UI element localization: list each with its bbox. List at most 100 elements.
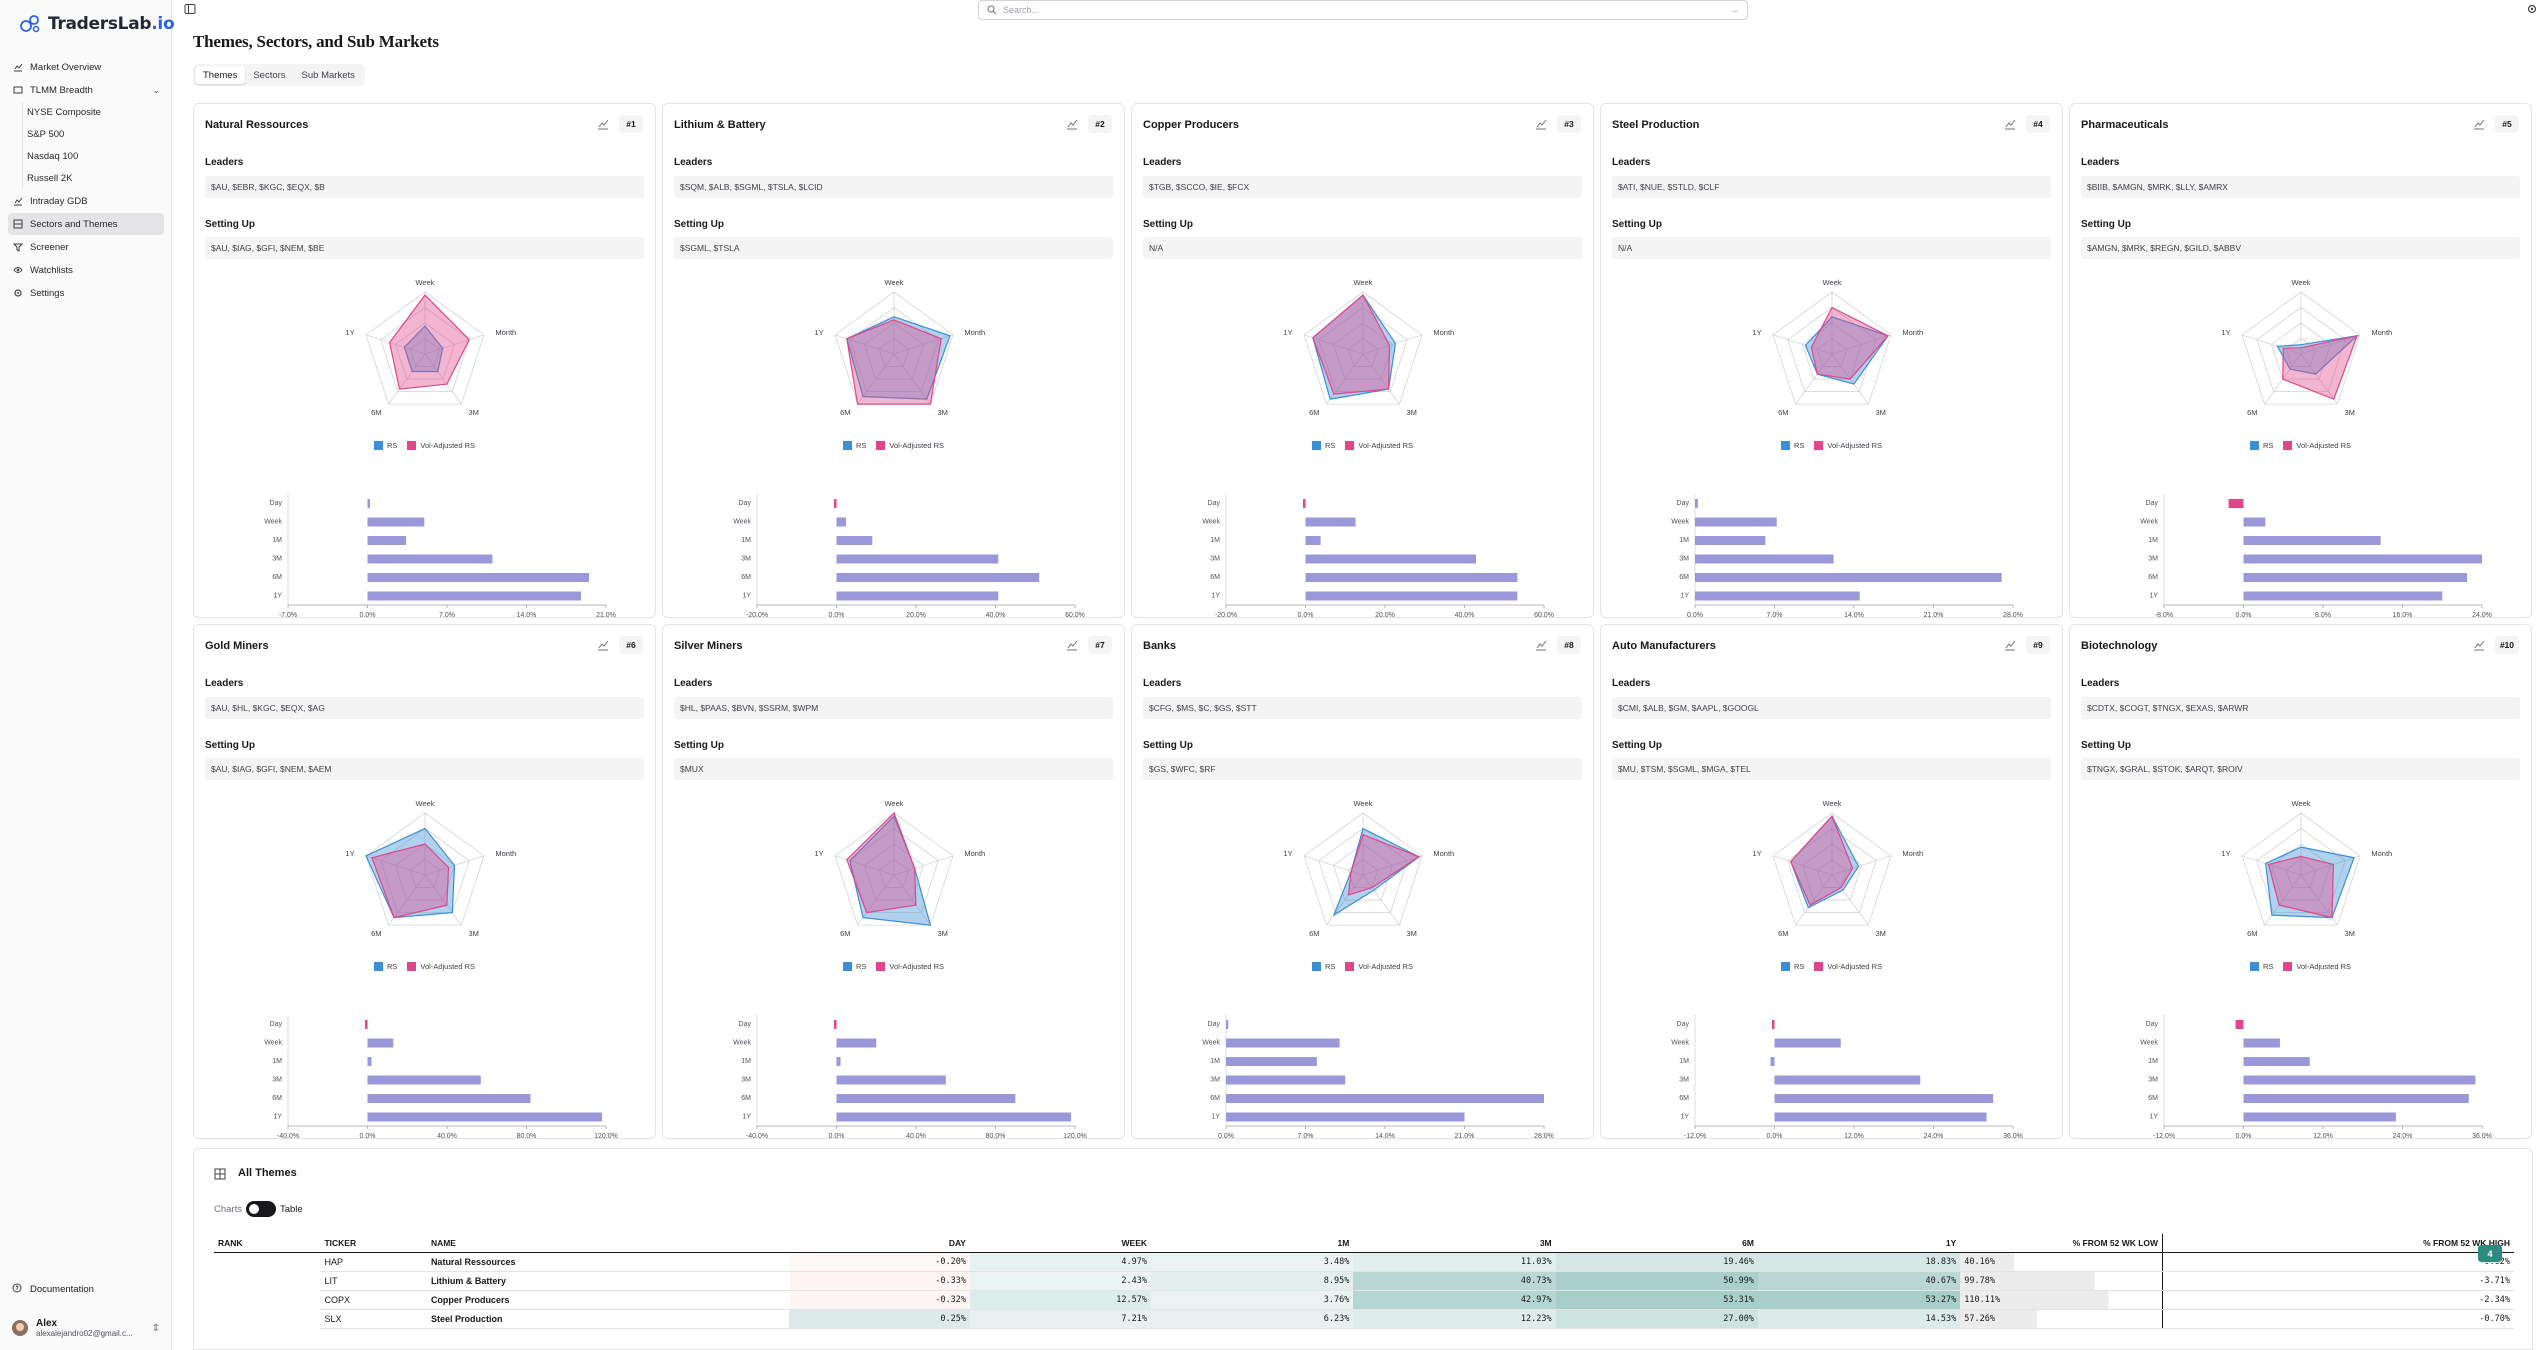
logo[interactable]: TradersLab.io (18, 10, 175, 38)
leaders-label: Leaders (205, 157, 244, 168)
sidebar-item-settings[interactable]: Settings (8, 282, 164, 304)
card-title: Silver Miners (674, 640, 743, 652)
table-row[interactable]: 1HAPNatural Ressources-0.20%4.97%3.48%11… (214, 1245, 2514, 1272)
tab-sub-markets[interactable]: Sub Markets (301, 69, 355, 81)
sidebar-toggle-icon[interactable] (184, 3, 196, 15)
legend-swatch-rs (2249, 441, 2259, 450)
card-title: Banks (1143, 640, 1177, 652)
sidebar-subitem-russell2k[interactable]: Russell 2K (23, 168, 164, 189)
sidebar-item-intraday-gdb[interactable]: Intraday GDB (8, 190, 164, 212)
sidebar-subitem-nyse[interactable]: NYSE Composite (23, 102, 164, 123)
legend-swatch-vol (407, 962, 417, 971)
card-title: Copper Producers (1143, 119, 1239, 131)
table-cell: 27.00% (1555, 1309, 1758, 1329)
sidebar-item-sectors-themes[interactable]: Sectors and Themes (8, 213, 164, 235)
radar-axis-label: 3M (937, 408, 947, 417)
column-header[interactable]: WEEK (969, 1234, 1151, 1253)
bar-period-label: 3M (2148, 1077, 2158, 1084)
radar-spoke (1362, 353, 1400, 405)
chart-icon[interactable] (2004, 118, 2016, 130)
radar-rs-series (1804, 316, 1889, 385)
search-input[interactable]: Search... → (978, 0, 1748, 20)
radar-axis-label: Week (1353, 799, 1372, 808)
gear-icon[interactable] (2526, 3, 2538, 15)
bar-tick-label: 20.0% (1375, 612, 1395, 619)
legend-rs-label: RS (2262, 441, 2274, 450)
sidebar-item-watchlists[interactable]: Watchlists (8, 259, 164, 281)
sidebar-subitem-nasdaq100[interactable]: Nasdaq 100 (23, 146, 164, 167)
table-row[interactable]: 4 SLX Steel Production 0.25% 7.21% 6.23% 12.23… (214, 1245, 2514, 1329)
column-header[interactable]: NAME (426, 1234, 789, 1253)
column-header[interactable]: TICKER (320, 1234, 427, 1253)
user-menu[interactable]: Alex alexalejandro02@gmail.c... ⇕ (8, 1306, 164, 1350)
bar-tick-label: 21.0% (1924, 612, 1944, 619)
table-cell: 19.46% (1555, 1252, 1758, 1272)
column-header[interactable]: 6M (1555, 1234, 1758, 1253)
radar-axis-label: 3M (937, 929, 947, 938)
table-cell: COPX (320, 1290, 427, 1310)
chart-icon[interactable] (2473, 639, 2485, 651)
column-header[interactable]: % FROM 52 WK LOW (1960, 1234, 2163, 1253)
chart-icon[interactable] (597, 639, 609, 651)
sidebar: TradersLab.io Market Overview TLMM Bread… (0, 0, 175, 1350)
column-header[interactable]: 1Y (1757, 1234, 1961, 1253)
radar-spoke (1326, 874, 1364, 926)
chart-icon[interactable] (1066, 118, 1078, 130)
chart-icon[interactable] (2004, 639, 2016, 651)
column-header[interactable]: 1M (1151, 1234, 1354, 1253)
radar-legend: RS Vol-Adjusted RS (1601, 962, 2062, 971)
bar-tick-label: 28.0% (2003, 612, 2023, 619)
performance-bar (367, 591, 582, 601)
tab-sectors[interactable]: Sectors (253, 69, 286, 81)
column-header[interactable]: % FROM 52 WK HIGH (2162, 1234, 2514, 1253)
chart-icon[interactable] (597, 118, 609, 130)
tab-themes[interactable]: Themes (195, 66, 246, 84)
sidebar-item-screener[interactable]: Screener (8, 236, 164, 258)
radar-spoke (2300, 874, 2338, 926)
legend-rs-label: RS (855, 962, 867, 971)
mode-table-label: Table (279, 1203, 303, 1215)
eye-icon (12, 264, 24, 276)
search-icon (987, 5, 997, 15)
table-row[interactable]: 2LITLithium & Battery-0.33%2.43%8.95%40.… (214, 1245, 2514, 1291)
bar-period-label: 1Y (1680, 1114, 1689, 1121)
table-cell: 12.23% (1353, 1309, 1556, 1329)
chart-icon[interactable] (1535, 118, 1547, 130)
radar-grid-ring (2241, 812, 2361, 926)
radar-spoke (857, 353, 895, 405)
radar-axis-label: 6M (1778, 408, 1788, 417)
radar-axis-label: 6M (840, 929, 850, 938)
column-header[interactable]: 3M (1353, 1234, 1556, 1253)
logo-text: TradersLab (48, 14, 152, 34)
radar-grid-ring (395, 322, 455, 380)
radar-grid-ring (2271, 843, 2331, 901)
radar-chart: Week Month 3M 6M 1Y (814, 278, 985, 417)
table-cell: 7.21% (969, 1309, 1151, 1329)
table-row[interactable]: 3COPXCopper Producers-0.32%12.57%3.76%42… (214, 1245, 2514, 1310)
column-header[interactable]: RANK (214, 1234, 321, 1253)
radar-grid-ring (1802, 322, 1862, 380)
documentation-link[interactable]: Documentation (8, 1278, 164, 1300)
column-header[interactable]: DAY (788, 1234, 970, 1253)
bar-period-label: 3M (1210, 1077, 1220, 1084)
table-cell: 2.43% (969, 1271, 1151, 1291)
view-mode-toggle: Charts Table (214, 1201, 303, 1217)
view-toggle-switch[interactable] (245, 1201, 276, 1217)
chart-icon[interactable] (1066, 639, 1078, 651)
sidebar-item-market-overview[interactable]: Market Overview (8, 56, 164, 78)
setting-up-value: $SGML, $TSLA (674, 237, 1113, 259)
chart-icon[interactable] (2473, 118, 2485, 130)
sidebar-subitem-sp500[interactable]: S&P 500 (23, 124, 164, 145)
legend-vol-label: Vol-Adjusted RS (2296, 441, 2352, 450)
table-cell: -3.71% (2162, 1271, 2514, 1291)
leaders-label: Leaders (1612, 157, 1651, 168)
table-cell: 12.57% (969, 1290, 1151, 1310)
chart-icon[interactable] (1535, 639, 1547, 651)
radar-grid-ring (365, 812, 485, 926)
bar-period-label: 6M (1679, 574, 1689, 581)
radar-chart: Week Month 3M 6M 1Y (2221, 278, 2392, 417)
performance-bar (367, 1038, 394, 1048)
bar-tick-label: 0.0% (1298, 612, 1314, 619)
sidebar-item-tlmm-breadth[interactable]: TLMM Breadth ⌄ (8, 79, 164, 101)
bar-tick-label: 36.0% (2003, 1133, 2023, 1140)
